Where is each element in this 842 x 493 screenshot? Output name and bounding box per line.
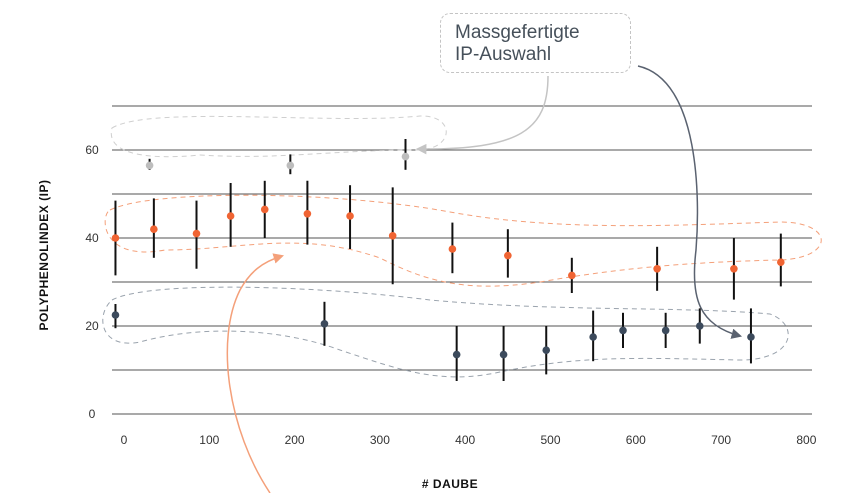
y-tick-label: 40 — [85, 231, 99, 245]
y-tick-label: 0 — [89, 407, 96, 421]
x-tick-label: 800 — [796, 433, 816, 447]
data-point — [448, 245, 457, 253]
data-point — [226, 212, 235, 220]
x-tick-label: 600 — [626, 433, 646, 447]
data-point — [401, 152, 410, 161]
data-point — [320, 320, 329, 328]
x-tick-label: 100 — [199, 433, 219, 447]
gridlines — [112, 105, 812, 415]
data-point — [346, 212, 354, 220]
group-outline-gray — [110, 115, 447, 158]
data-point — [777, 258, 785, 267]
data-point — [619, 326, 627, 335]
data-point — [747, 333, 755, 341]
group-outline-dark — [102, 286, 789, 378]
data-point — [695, 322, 704, 330]
data-point — [150, 225, 158, 233]
data-point — [589, 333, 597, 341]
group-outline-orange — [104, 194, 822, 287]
x-tick-label: 0 — [121, 433, 128, 447]
x-axis-title: # DAUBE — [422, 477, 478, 491]
annotation-callout: Massgefertigte IP-Auswahl — [440, 13, 631, 73]
x-tick-label: 400 — [455, 433, 475, 447]
data-point — [145, 161, 154, 170]
data-point — [303, 210, 312, 218]
annotation-line-2: IP-Auswahl — [455, 44, 552, 65]
x-tick-label: 300 — [370, 433, 390, 447]
data-point — [499, 350, 508, 359]
data-marks — [111, 139, 785, 381]
data-point — [542, 346, 551, 355]
annotation-line-1: Massgefertigte — [455, 22, 580, 43]
x-tick-label: 500 — [540, 433, 560, 447]
callout-arrow-dark — [637, 65, 743, 339]
data-point — [388, 232, 397, 240]
data-point — [452, 350, 461, 359]
data-point — [653, 265, 661, 273]
y-tick-label: 20 — [85, 319, 99, 333]
data-point — [730, 265, 738, 273]
data-point — [111, 234, 120, 242]
data-point — [504, 251, 512, 260]
data-point — [111, 311, 120, 319]
data-point — [286, 161, 295, 170]
x-tick-label: 200 — [285, 433, 305, 447]
data-point — [568, 271, 576, 280]
callout-arrow-gray — [415, 75, 549, 155]
callout-arrow-orange — [226, 253, 285, 493]
data-point — [661, 326, 670, 335]
y-axis-title: POLYPHENOLINDEX (IP) — [37, 180, 51, 331]
y-tick-label: 60 — [85, 143, 99, 157]
x-tick-label: 700 — [711, 433, 731, 447]
data-point — [260, 205, 269, 214]
data-point — [192, 229, 201, 238]
